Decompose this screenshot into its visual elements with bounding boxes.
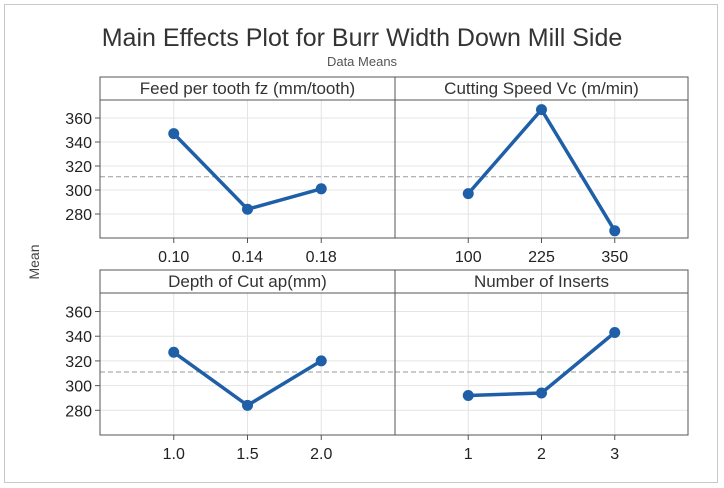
y-tick-label: 320	[65, 354, 92, 371]
y-tick-label: 280	[65, 403, 92, 420]
y-axis-title: Mean	[26, 244, 42, 279]
data-point	[168, 128, 180, 140]
chart-subtitle: Data Means	[327, 54, 398, 69]
panel-label: Number of Inserts	[474, 272, 609, 291]
chart-title: Main Effects Plot for Burr Width Down Mi…	[102, 24, 623, 52]
data-point	[462, 389, 474, 401]
x-tick-label: 2.0	[310, 446, 332, 463]
data-point	[242, 399, 253, 411]
x-tick-label: 0.18	[306, 249, 337, 266]
x-tick-label: 0.14	[232, 249, 263, 266]
panel-label: Depth of Cut ap(mm)	[168, 272, 327, 291]
x-tick-label: 350	[601, 249, 628, 266]
y-tick-label: 340	[65, 135, 92, 152]
y-tick-label: 360	[65, 305, 92, 322]
x-tick-label: 2	[537, 446, 546, 463]
data-point	[242, 203, 253, 215]
y-tick-label: 300	[65, 379, 92, 396]
y-tick-label: 300	[65, 183, 92, 200]
data-point	[536, 387, 547, 399]
y-tick-label: 280	[65, 207, 92, 224]
data-point	[609, 327, 621, 339]
data-point	[315, 183, 327, 195]
chart-frame: Main Effects Plot for Burr Width Down Mi…	[4, 4, 718, 483]
x-tick-label: 3	[610, 446, 619, 463]
x-tick-label: 1	[464, 446, 473, 463]
x-tick-label: 100	[455, 249, 482, 266]
panel-label: Cutting Speed Vc (m/min)	[444, 79, 639, 98]
y-tick-label: 320	[65, 159, 92, 176]
data-point	[462, 188, 474, 200]
y-tick-label: 340	[65, 329, 92, 346]
x-tick-label: 1.0	[163, 446, 185, 463]
panel-label: Feed per tooth fz (mm/tooth)	[140, 79, 355, 98]
data-point	[536, 104, 547, 116]
data-point	[609, 225, 621, 237]
main-effects-chart: Main Effects Plot for Burr Width Down Mi…	[26, 24, 689, 463]
x-tick-label: 1.5	[236, 446, 258, 463]
data-point	[315, 355, 327, 367]
x-tick-label: 225	[528, 249, 555, 266]
y-tick-label: 360	[65, 111, 92, 128]
x-tick-label: 0.10	[158, 249, 189, 266]
data-point	[168, 346, 180, 358]
panels-group: Feed per tooth fz (mm/tooth) 0.10 0.14 0.18…	[65, 76, 689, 463]
